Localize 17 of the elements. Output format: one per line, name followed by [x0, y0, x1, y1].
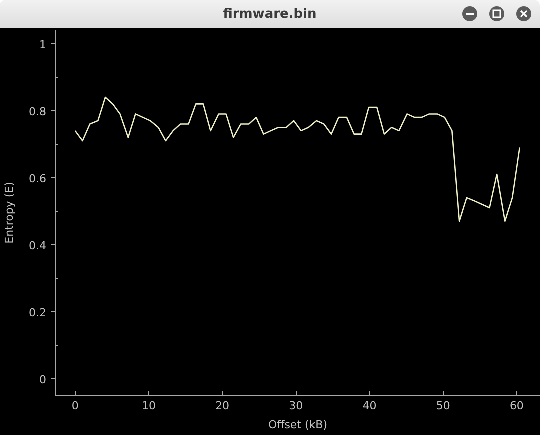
- y-tick-label: 0.2: [29, 306, 47, 320]
- line-series: [74, 96, 521, 222]
- x-tick-label: 60: [510, 400, 524, 412]
- y-tick-label: 0: [40, 373, 46, 386]
- x-tick-label: 30: [289, 400, 304, 412]
- x-axis-title: Offset (kB): [268, 418, 328, 432]
- x-tick-label: 0: [72, 400, 79, 412]
- y-tick-label: 0.4: [29, 239, 47, 252]
- chart-title: firmware.bin: [222, 6, 318, 24]
- y-tick-label: 1: [40, 38, 46, 52]
- y-tick-label: 0.6: [29, 172, 47, 186]
- x-tick-label: 50: [436, 400, 450, 412]
- y-axis-title: Entropy (E): [3, 182, 16, 244]
- x-tick-label: 20: [216, 400, 230, 412]
- x-tick-label: 10: [142, 400, 156, 412]
- y-tick-label: 0.8: [29, 105, 47, 118]
- x-tick-label: 40: [362, 400, 377, 412]
